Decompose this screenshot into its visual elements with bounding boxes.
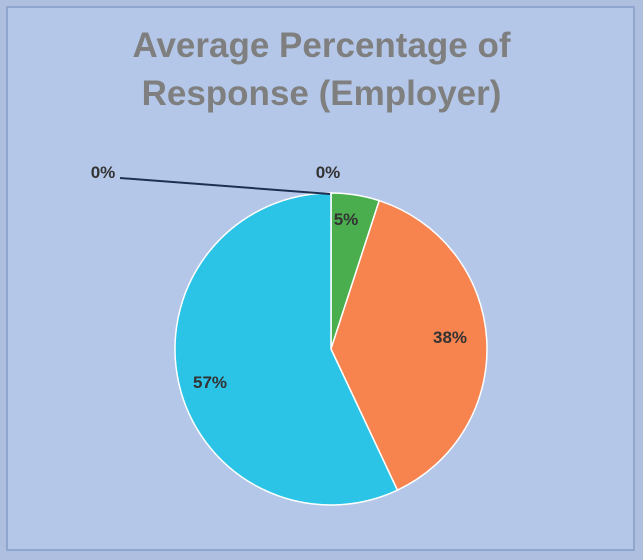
leader-line-slice-0 <box>119 177 331 195</box>
pie-slice-3 <box>174 192 399 506</box>
pie-slices <box>174 192 488 506</box>
data-label-4: 0% <box>316 163 341 182</box>
chart-title-line-1: Average Percentage of <box>132 26 511 65</box>
data-label-1: 5% <box>334 210 359 229</box>
chart-title: Average Percentage of Response (Employer… <box>0 22 643 118</box>
data-label-3: 57% <box>193 373 227 392</box>
data-label-2: 38% <box>433 328 467 347</box>
data-label-0: 0% <box>91 163 116 182</box>
pie-slice-2 <box>330 199 488 492</box>
chart-title-line-2: Response (Employer) <box>141 74 502 113</box>
pie-labels: 0% 5% 38% 57% 0% <box>91 163 467 392</box>
